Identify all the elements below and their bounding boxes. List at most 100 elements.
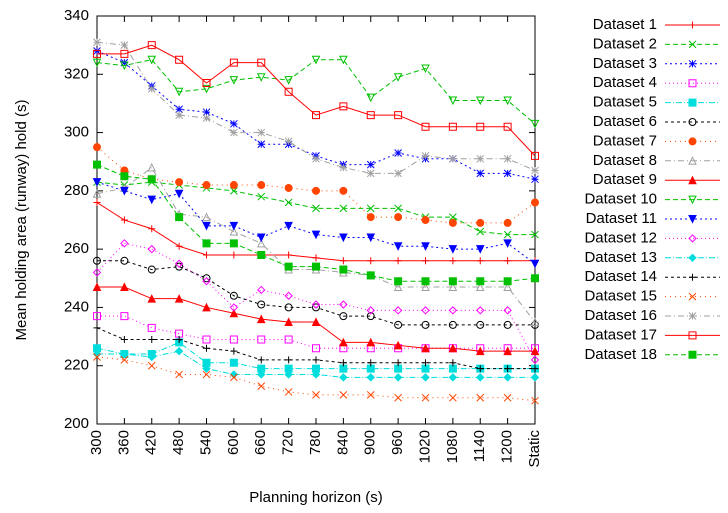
data-point bbox=[175, 370, 183, 379]
data-point bbox=[120, 216, 128, 224]
x-tick-label: 720 bbox=[280, 430, 297, 455]
data-point bbox=[503, 154, 512, 163]
data-point bbox=[421, 152, 430, 160]
data-point bbox=[366, 312, 375, 321]
data-point bbox=[92, 282, 102, 292]
data-point bbox=[312, 303, 321, 312]
data-point bbox=[394, 213, 403, 222]
data-point bbox=[393, 242, 403, 251]
data-point bbox=[530, 346, 540, 356]
data-point bbox=[202, 239, 211, 248]
data-point bbox=[93, 344, 101, 353]
data-point bbox=[503, 218, 512, 227]
data-point bbox=[503, 230, 512, 239]
data-point bbox=[175, 213, 184, 222]
data-point bbox=[503, 393, 512, 402]
data-point bbox=[92, 178, 102, 187]
data-point bbox=[93, 312, 101, 321]
data-point bbox=[339, 391, 348, 399]
data-point bbox=[393, 340, 403, 350]
data-point bbox=[504, 257, 512, 265]
data-point bbox=[147, 265, 156, 274]
data-point bbox=[257, 356, 265, 364]
legend-label: Dataset 12 bbox=[584, 229, 657, 246]
y-axis-label: Mean holding area (runway) hold (s) bbox=[13, 100, 30, 341]
data-point bbox=[394, 277, 403, 286]
data-point bbox=[147, 323, 156, 332]
legend-marker bbox=[688, 137, 697, 146]
data-point bbox=[230, 128, 238, 137]
series-line bbox=[96, 356, 536, 402]
data-point bbox=[285, 356, 293, 364]
data-point bbox=[531, 151, 539, 160]
data-point bbox=[257, 128, 266, 137]
y-tick-label: 280 bbox=[64, 182, 89, 199]
legend-marker bbox=[688, 98, 697, 107]
data-point bbox=[257, 250, 266, 259]
data-point bbox=[339, 364, 348, 373]
data-point bbox=[421, 364, 430, 373]
data-point bbox=[229, 335, 238, 344]
data-point bbox=[394, 257, 402, 265]
legend-label: Dataset 2 bbox=[593, 35, 657, 52]
data-point bbox=[475, 96, 485, 106]
data-point bbox=[175, 329, 184, 338]
data-point bbox=[229, 239, 238, 248]
data-point bbox=[202, 221, 211, 231]
data-point bbox=[120, 58, 129, 67]
data-point bbox=[339, 265, 348, 274]
data-point bbox=[175, 242, 183, 250]
data-point bbox=[448, 282, 458, 292]
data-point bbox=[393, 73, 403, 82]
data-point bbox=[530, 355, 540, 365]
data-point bbox=[422, 257, 429, 265]
data-point bbox=[394, 320, 403, 329]
data-point bbox=[312, 204, 320, 213]
data-point bbox=[339, 204, 348, 213]
x-tick-label: 1020 bbox=[416, 430, 433, 463]
data-point bbox=[312, 391, 320, 399]
legend-label: Dataset 7 bbox=[593, 132, 657, 149]
x-axis-label: Planning horizon (s) bbox=[249, 489, 382, 506]
data-point bbox=[257, 285, 266, 295]
data-point bbox=[202, 114, 211, 122]
legend-marker bbox=[688, 350, 697, 359]
data-point bbox=[394, 364, 403, 373]
legend-marker bbox=[688, 156, 697, 165]
data-point bbox=[476, 344, 485, 353]
data-point bbox=[147, 361, 156, 370]
data-point bbox=[476, 227, 485, 236]
data-point bbox=[476, 169, 485, 178]
data-point bbox=[202, 370, 211, 379]
data-point bbox=[312, 154, 320, 163]
data-point bbox=[120, 49, 129, 58]
data-point bbox=[366, 271, 375, 280]
data-point bbox=[421, 320, 430, 329]
series-line bbox=[96, 242, 536, 361]
x-tick-label: 780 bbox=[307, 430, 324, 455]
data-point bbox=[93, 160, 101, 169]
data-point bbox=[174, 294, 184, 303]
data-point bbox=[284, 76, 293, 85]
data-point bbox=[284, 364, 293, 373]
series-line bbox=[96, 59, 536, 125]
data-point bbox=[503, 169, 512, 178]
data-point bbox=[147, 55, 157, 65]
data-point bbox=[256, 314, 266, 324]
data-point bbox=[476, 122, 485, 131]
data-point bbox=[230, 373, 238, 382]
data-point bbox=[284, 262, 293, 271]
data-point bbox=[339, 337, 348, 347]
data-point bbox=[284, 370, 293, 379]
legend-marker bbox=[688, 292, 697, 301]
data-point bbox=[120, 41, 129, 49]
data-point bbox=[448, 277, 457, 286]
data-point bbox=[476, 365, 484, 373]
data-point bbox=[203, 251, 210, 259]
data-point bbox=[174, 87, 184, 97]
data-point bbox=[421, 306, 430, 315]
x-tick-label: 1080 bbox=[444, 430, 461, 463]
data-point bbox=[256, 73, 266, 82]
legend-marker bbox=[689, 273, 696, 281]
data-point bbox=[92, 189, 102, 198]
